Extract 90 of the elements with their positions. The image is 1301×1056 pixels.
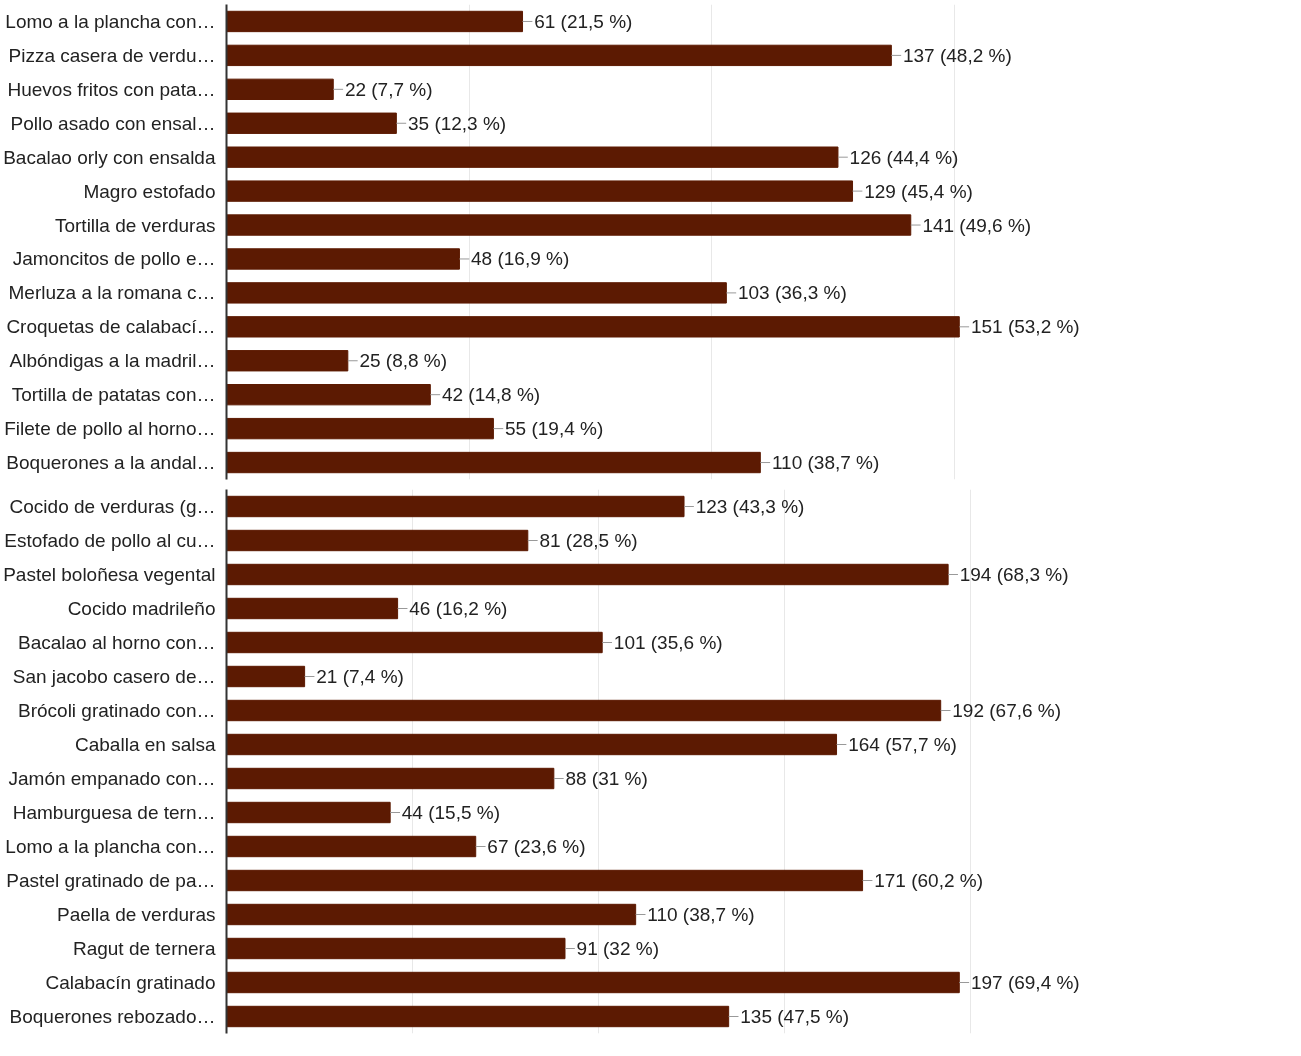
data-label: 101 (35,6 %) bbox=[613, 632, 723, 653]
bar bbox=[226, 214, 912, 236]
y-tick-label: Magro estofado bbox=[83, 180, 216, 202]
data-label: 194 (68,3 %) bbox=[959, 564, 1069, 585]
data-label: 55 (19,4 %) bbox=[505, 418, 604, 440]
data-label: 46 (16,2 %) bbox=[409, 598, 508, 619]
y-tick-label: Jamón empanado con… bbox=[8, 768, 216, 789]
data-label: 171 (60,2 %) bbox=[874, 870, 983, 891]
data-label: 48 (16,9 %) bbox=[471, 248, 570, 270]
bar bbox=[226, 563, 949, 586]
y-tick-label: Filete de pollo al horno… bbox=[4, 418, 216, 440]
y-tick-label: Jamoncitos de pollo e… bbox=[12, 248, 216, 270]
bar bbox=[226, 835, 477, 858]
y-tick-label: Pollo asado con ensal… bbox=[10, 112, 216, 134]
y-tick-label: Boquerones a la andal… bbox=[6, 452, 216, 474]
bar bbox=[226, 451, 761, 474]
data-label: 110 (38,7 %) bbox=[771, 452, 880, 474]
bar bbox=[226, 801, 391, 824]
bar bbox=[226, 350, 349, 372]
data-label: 81 (28,5 %) bbox=[539, 530, 638, 551]
y-tick-label: Cocido de verduras (g… bbox=[9, 496, 216, 517]
data-label: 192 (67,6 %) bbox=[952, 700, 1062, 721]
bar bbox=[226, 495, 685, 518]
bar bbox=[226, 1005, 730, 1028]
y-tick-label: Croquetas de calabací… bbox=[6, 316, 216, 338]
bar bbox=[226, 248, 460, 270]
data-label: 103 (36,3 %) bbox=[737, 282, 847, 304]
bar bbox=[226, 903, 637, 926]
data-label: 141 (49,6 %) bbox=[922, 214, 1032, 236]
y-tick-label: Merluza a la romana c… bbox=[8, 282, 216, 304]
y-tick-label: Albóndigas a la madril… bbox=[9, 350, 216, 372]
bar bbox=[226, 971, 960, 994]
bar bbox=[226, 665, 306, 688]
y-tick-label: Lomo a la plancha con… bbox=[5, 10, 216, 32]
y-tick-label: Tortilla de patatas con… bbox=[11, 384, 216, 406]
bar bbox=[226, 316, 960, 338]
y-tick-label: Estofado de pollo al cu… bbox=[4, 530, 216, 551]
data-label: 61 (21,5 %) bbox=[534, 10, 633, 32]
bar bbox=[226, 146, 839, 168]
data-label: 164 (57,7 %) bbox=[848, 734, 957, 755]
y-tick-label: Pastel boloñesa vegental bbox=[3, 564, 216, 585]
bar bbox=[226, 180, 854, 202]
data-label: 21 (7,4 %) bbox=[316, 666, 404, 687]
y-tick-label: Pizza casera de verdu… bbox=[8, 44, 216, 66]
bar bbox=[226, 529, 529, 552]
bar bbox=[226, 384, 431, 406]
y-tick-label: Caballa en salsa bbox=[75, 734, 216, 755]
y-tick-label: Tortilla de verduras bbox=[54, 214, 216, 236]
y-tick-label: Brócoli gratinado con… bbox=[18, 700, 216, 721]
y-tick-label: Lomo a la plancha con… bbox=[5, 836, 216, 857]
data-label: 137 (48,2 %) bbox=[902, 44, 1012, 66]
data-label: 135 (47,5 %) bbox=[740, 1006, 850, 1027]
data-label: 42 (14,8 %) bbox=[441, 384, 541, 406]
y-tick-label: Bacalao orly con ensalda bbox=[3, 146, 216, 168]
bar bbox=[226, 767, 555, 790]
bar bbox=[226, 10, 524, 33]
bar bbox=[226, 78, 334, 100]
data-label: 123 (43,3 %) bbox=[695, 496, 805, 517]
data-label: 151 (53,2 %) bbox=[970, 316, 1080, 338]
bar bbox=[226, 597, 399, 620]
y-tick-label: Huevos fritos con pata… bbox=[7, 78, 216, 100]
bar bbox=[226, 869, 864, 892]
data-label: 129 (45,4 %) bbox=[864, 180, 973, 202]
bar bbox=[226, 631, 603, 654]
data-label: 91 (32 %) bbox=[576, 938, 659, 959]
data-label: 110 (38,7 %) bbox=[647, 904, 755, 925]
bar bbox=[226, 112, 397, 134]
data-label: 126 (44,4 %) bbox=[849, 146, 959, 168]
y-tick-label: Hamburguesa de tern… bbox=[12, 802, 216, 823]
data-label: 67 (23,6 %) bbox=[487, 836, 586, 857]
bar bbox=[226, 937, 566, 960]
bar bbox=[226, 733, 838, 756]
data-label: 44 (15,5 %) bbox=[401, 802, 501, 823]
y-tick-label: Ragut de ternera bbox=[72, 938, 216, 959]
y-tick-label: Cocido madrileño bbox=[67, 598, 216, 619]
y-tick-label: Calabacín gratinado bbox=[45, 972, 216, 993]
y-tick-label: Pastel gratinado de pa… bbox=[6, 870, 216, 891]
bar bbox=[226, 417, 494, 440]
y-tick-label: San jacobo casero de… bbox=[12, 666, 216, 687]
data-label: 22 (7,7 %) bbox=[344, 78, 433, 100]
bar bbox=[226, 282, 727, 304]
y-tick-label: Boquerones rebozado… bbox=[9, 1006, 216, 1027]
bar bbox=[226, 44, 892, 67]
data-label: 88 (31 %) bbox=[565, 768, 648, 789]
y-tick-label: Paella de verduras bbox=[57, 904, 216, 925]
y-tick-label: Bacalao al horno con… bbox=[17, 632, 216, 653]
bar bbox=[226, 699, 942, 722]
data-label: 197 (69,4 %) bbox=[970, 972, 1080, 993]
data-label: 25 (8,8 %) bbox=[359, 350, 448, 372]
data-label: 35 (12,3 %) bbox=[407, 112, 507, 134]
